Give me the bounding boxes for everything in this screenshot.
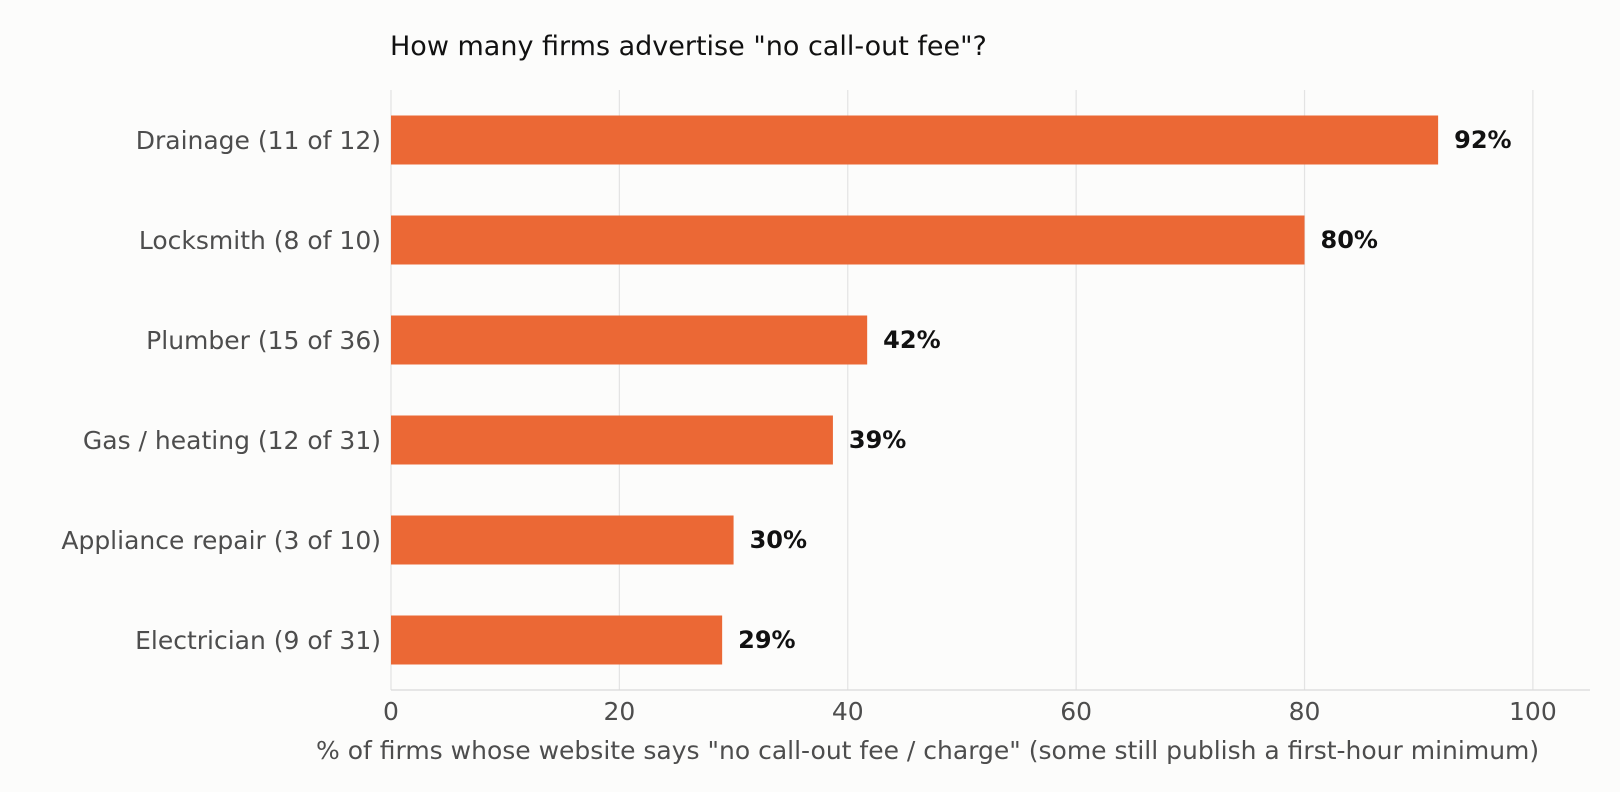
- bar: [391, 215, 1305, 265]
- bar: [391, 615, 723, 665]
- chart-title: How many firms advertise "no call-out fe…: [390, 31, 987, 62]
- data-label: 80%: [1321, 226, 1378, 254]
- data-label: 39%: [849, 426, 906, 454]
- x-axis-label: % of firms whose website says "no call-o…: [316, 736, 1539, 765]
- bar: [391, 415, 833, 465]
- category-label: Plumber (15 of 36): [146, 326, 381, 355]
- x-tick-label: 80: [1289, 697, 1321, 726]
- x-axis-ticks: 0 20 40 60 80 100: [383, 697, 1557, 726]
- data-label: 92%: [1454, 126, 1511, 154]
- category-labels: Drainage (11 of 12) Locksmith (8 of 10) Pl…: [61, 126, 381, 655]
- bar: [391, 115, 1439, 165]
- data-labels: 92% 80% 42% 39% 30% 29%: [738, 126, 1511, 654]
- x-tick-label: 60: [1060, 697, 1092, 726]
- grid: [390, 90, 1534, 690]
- data-label: 29%: [738, 626, 795, 654]
- x-tick-label: 100: [1509, 697, 1557, 726]
- category-label: Drainage (11 of 12): [136, 126, 381, 155]
- bar: [391, 515, 734, 565]
- category-label: Gas / heating (12 of 31): [83, 426, 381, 455]
- bars: [391, 115, 1439, 665]
- data-label: 42%: [883, 326, 940, 354]
- bar: [391, 315, 868, 365]
- category-label: Appliance repair (3 of 10): [61, 526, 381, 555]
- category-label: Locksmith (8 of 10): [139, 226, 381, 255]
- category-label: Electrician (9 of 31): [135, 626, 381, 655]
- x-tick-label: 0: [383, 697, 399, 726]
- x-tick-label: 40: [832, 697, 864, 726]
- x-tick-label: 20: [603, 697, 635, 726]
- data-label: 30%: [750, 526, 807, 554]
